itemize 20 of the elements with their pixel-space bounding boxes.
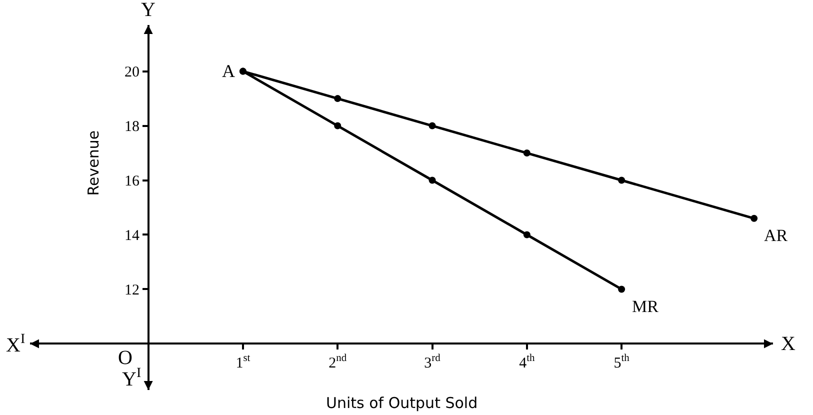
- x-tick-label: 4$^{th}$: [519, 353, 536, 372]
- x-tick-label: 2$^{nd}$: [328, 353, 348, 372]
- text: Y: [141, 0, 156, 21]
- x-tick-label: 5$^{th}$: [614, 353, 630, 372]
- y-axis-title: Revenue: [84, 130, 102, 196]
- annotation: Y$^{I}$: [122, 366, 142, 390]
- y-tick-label: 12: [124, 282, 140, 298]
- x-axis-title: Units of Output Sold: [326, 394, 478, 412]
- annotation: O: [118, 347, 132, 369]
- annotation: A: [222, 61, 235, 81]
- x-tick-label: 3$^{rd}$: [424, 353, 442, 372]
- series-label: MR: [632, 297, 660, 316]
- x-tick-label: 1$^{st}$: [236, 353, 250, 372]
- y-tick-label: 14: [124, 228, 140, 244]
- y-tick-label: 20: [124, 64, 140, 81]
- text: X: [781, 333, 796, 355]
- text: X$^{I}$: [6, 332, 26, 356]
- y-tick-label: 16: [124, 174, 140, 190]
- series-label: AR: [764, 226, 788, 245]
- y-tick-label: 18: [124, 119, 140, 136]
